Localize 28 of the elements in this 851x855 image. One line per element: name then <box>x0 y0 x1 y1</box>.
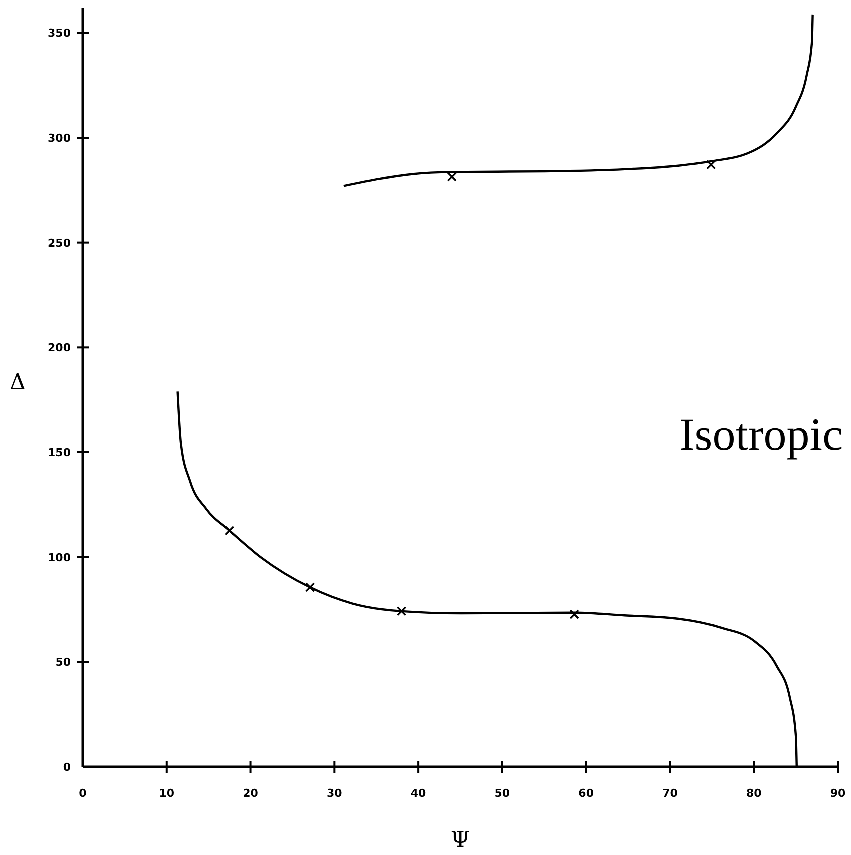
point <box>706 160 716 170</box>
point <box>447 172 458 182</box>
y-axis-title: Δ <box>10 370 26 396</box>
x-tick-label: 0 <box>79 787 88 800</box>
x-tick-label: 80 <box>746 787 762 800</box>
x-tick-label: 30 <box>327 787 343 800</box>
point <box>570 610 580 620</box>
x-tick-label: 20 <box>243 787 259 800</box>
x-tick-label: 10 <box>159 787 175 800</box>
x-tick-label: 90 <box>830 787 846 800</box>
annotation: Isotropic <box>679 409 843 460</box>
point <box>224 526 235 536</box>
y-tick-label: 300 <box>48 132 72 145</box>
y-tick-label: 100 <box>48 551 72 564</box>
x-axis-title: Ψ <box>450 828 470 853</box>
x-tick-label: 50 <box>494 787 510 800</box>
y-tick-label: 350 <box>48 27 72 40</box>
y-tick-label: 250 <box>48 236 72 250</box>
y-tick-label: 0 <box>63 761 72 774</box>
y-tick-label: 150 <box>48 446 72 460</box>
x-tick-label: 40 <box>410 787 427 800</box>
y-tick-label: 50 <box>56 656 72 670</box>
y-tick-label: 200 <box>48 342 72 355</box>
x-tick-label: 60 <box>578 787 594 800</box>
line-series <box>342 14 814 188</box>
point <box>396 606 407 616</box>
x-tick-label: 70 <box>662 787 678 800</box>
point <box>305 582 316 592</box>
